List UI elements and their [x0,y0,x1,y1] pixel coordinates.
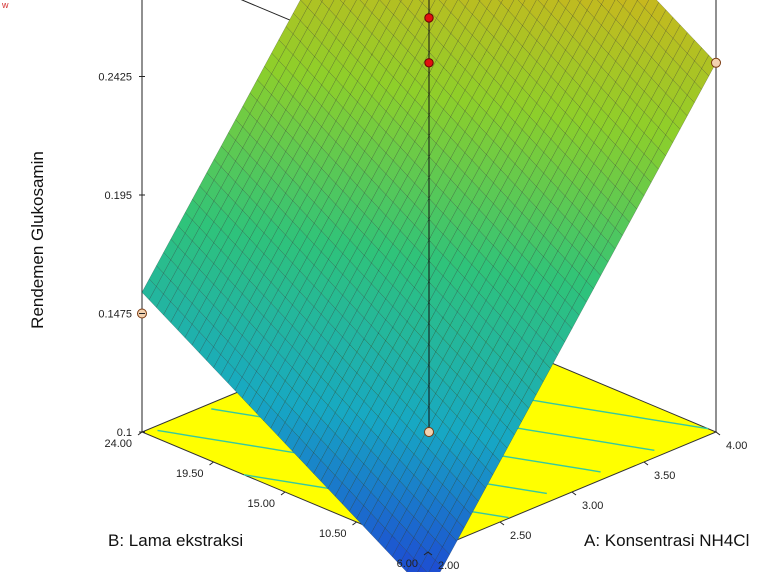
y-tick-label: 19.50 [176,468,204,480]
surface-cell [577,0,582,3]
axis-labels: Rendemen Glukosamin B: Lama ekstraksi A: K… [28,151,749,550]
design-point [424,13,434,23]
x-tick-label: 2.50 [510,530,531,542]
y-tick-mark [137,431,143,436]
z-tick-label: 0.2425 [98,72,132,84]
surface-cell [418,0,425,4]
x-tick-mark [571,491,577,496]
x-tick-label: 3.50 [654,470,675,482]
surface-cell [517,0,526,6]
z-tick-label: 0.1 [117,427,132,439]
design-point [424,58,434,68]
x-axis-label: A: Konsentrasi NH4Cl [584,531,749,550]
design-point [711,57,721,68]
surface-cell [596,0,605,5]
surface-cell [417,565,427,572]
y-tick-mark [209,461,214,466]
y-tick-label: 10.50 [319,528,347,540]
y-tick-label: 24.00 [104,438,132,450]
x-tick-label: 2.00 [438,560,459,572]
surface-cell [428,559,443,572]
y-tick-label: 15.00 [247,498,275,510]
y-axis-label: B: Lama ekstraksi [108,531,243,550]
surface-cell [498,0,503,4]
z-axis-label: Rendemen Glukosamin [28,151,47,329]
y-tick-mark [352,521,357,526]
corner-mark: w [2,0,9,10]
x-tick-mark [715,431,721,436]
y-tick-mark [280,491,286,496]
z-tick-label: 0.195 [104,190,132,202]
surface-cell [339,0,346,4]
design-points [137,0,721,437]
x-tick-mark [427,551,433,556]
x-tick-mark [643,461,649,466]
tick-labels: 0.10.14750.1950.24250.292.002.503.003.50… [98,72,747,572]
z-tick-label: 0.1475 [98,309,132,321]
x-tick-mark [499,521,505,526]
y-tick-label: 6.00 [397,558,418,570]
response-surface [141,0,717,572]
x-tick-label: 3.00 [582,500,603,512]
y-tick-mark [423,551,429,556]
center-point-floor [424,427,434,437]
x-tick-label: 4.00 [726,440,747,452]
